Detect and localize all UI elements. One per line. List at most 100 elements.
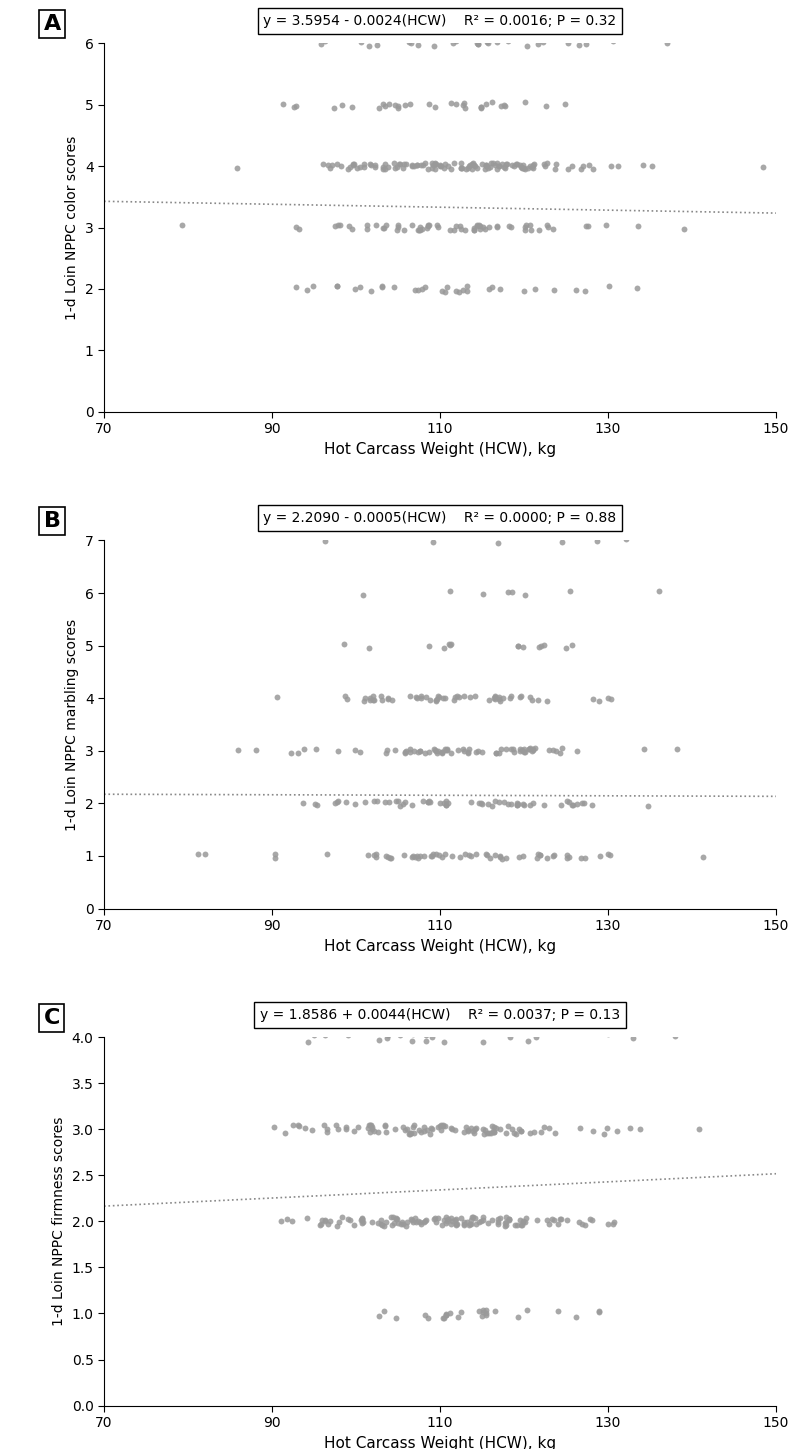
- Point: [363, 152, 376, 175]
- Point: [469, 1206, 482, 1229]
- Point: [410, 685, 422, 709]
- Point: [391, 94, 404, 117]
- Point: [453, 685, 466, 709]
- Point: [465, 1213, 478, 1236]
- Point: [457, 278, 470, 301]
- Point: [592, 1298, 605, 1321]
- Point: [466, 1206, 478, 1229]
- Point: [606, 29, 619, 52]
- Point: [390, 156, 403, 180]
- Point: [489, 1300, 502, 1323]
- Point: [396, 793, 409, 816]
- Point: [443, 633, 456, 656]
- Point: [230, 156, 243, 180]
- Point: [232, 739, 245, 762]
- Point: [381, 739, 394, 762]
- Point: [422, 214, 434, 238]
- Point: [378, 94, 391, 117]
- Point: [475, 1304, 488, 1327]
- Point: [387, 1211, 400, 1235]
- Point: [403, 685, 416, 709]
- Point: [411, 154, 424, 177]
- Point: [454, 152, 467, 175]
- Point: [396, 1116, 409, 1139]
- Point: [329, 1113, 342, 1136]
- Point: [431, 739, 444, 762]
- Point: [382, 156, 394, 180]
- Point: [398, 742, 411, 765]
- Point: [450, 30, 462, 54]
- Point: [412, 1210, 425, 1233]
- Point: [335, 1206, 348, 1229]
- Point: [430, 688, 442, 711]
- Point: [472, 213, 485, 236]
- Point: [538, 1116, 550, 1139]
- Point: [462, 1119, 474, 1142]
- Point: [455, 156, 468, 180]
- Point: [388, 1117, 401, 1140]
- Point: [421, 217, 434, 241]
- Point: [418, 740, 431, 764]
- Point: [298, 738, 311, 761]
- Point: [422, 790, 434, 813]
- Point: [355, 1208, 368, 1232]
- Point: [532, 32, 545, 55]
- Point: [504, 738, 517, 761]
- Point: [363, 687, 376, 710]
- Point: [428, 152, 441, 175]
- Point: [479, 154, 492, 177]
- Point: [438, 636, 450, 659]
- Point: [393, 152, 406, 175]
- Point: [478, 217, 491, 241]
- Point: [437, 685, 450, 709]
- Point: [422, 213, 434, 236]
- Point: [290, 94, 302, 117]
- Point: [439, 794, 452, 817]
- Point: [490, 214, 503, 238]
- Point: [380, 742, 393, 765]
- Point: [410, 1210, 422, 1233]
- Point: [399, 791, 412, 814]
- Point: [488, 687, 501, 710]
- Point: [480, 842, 493, 865]
- Point: [449, 1208, 462, 1232]
- Point: [491, 1207, 504, 1230]
- Point: [450, 1213, 463, 1236]
- Point: [403, 740, 416, 764]
- Point: [415, 277, 428, 300]
- Point: [418, 1210, 431, 1233]
- Point: [418, 1304, 431, 1327]
- Point: [335, 93, 348, 116]
- Point: [490, 1117, 502, 1140]
- X-axis label: Hot Carcass Weight (HCW), kg: Hot Carcass Weight (HCW), kg: [324, 442, 556, 456]
- Point: [414, 739, 426, 762]
- Point: [432, 1207, 445, 1230]
- Point: [496, 685, 509, 709]
- Point: [398, 740, 411, 764]
- Point: [504, 1026, 517, 1049]
- Point: [523, 1122, 536, 1145]
- Point: [382, 846, 394, 869]
- Point: [466, 158, 479, 181]
- Point: [498, 1214, 511, 1237]
- Point: [474, 217, 486, 241]
- Point: [440, 1303, 453, 1326]
- Point: [532, 842, 545, 865]
- Point: [502, 1208, 515, 1232]
- Point: [391, 1211, 404, 1235]
- Point: [430, 688, 443, 711]
- Point: [449, 685, 462, 709]
- Point: [463, 154, 476, 177]
- Point: [493, 791, 506, 814]
- Point: [370, 213, 383, 236]
- Point: [438, 791, 450, 814]
- Point: [445, 156, 458, 180]
- Point: [531, 688, 544, 711]
- Point: [409, 845, 422, 868]
- Point: [389, 739, 402, 762]
- Point: [523, 794, 536, 817]
- Point: [486, 1114, 498, 1137]
- Point: [518, 280, 530, 303]
- Point: [563, 580, 576, 603]
- Point: [573, 33, 586, 57]
